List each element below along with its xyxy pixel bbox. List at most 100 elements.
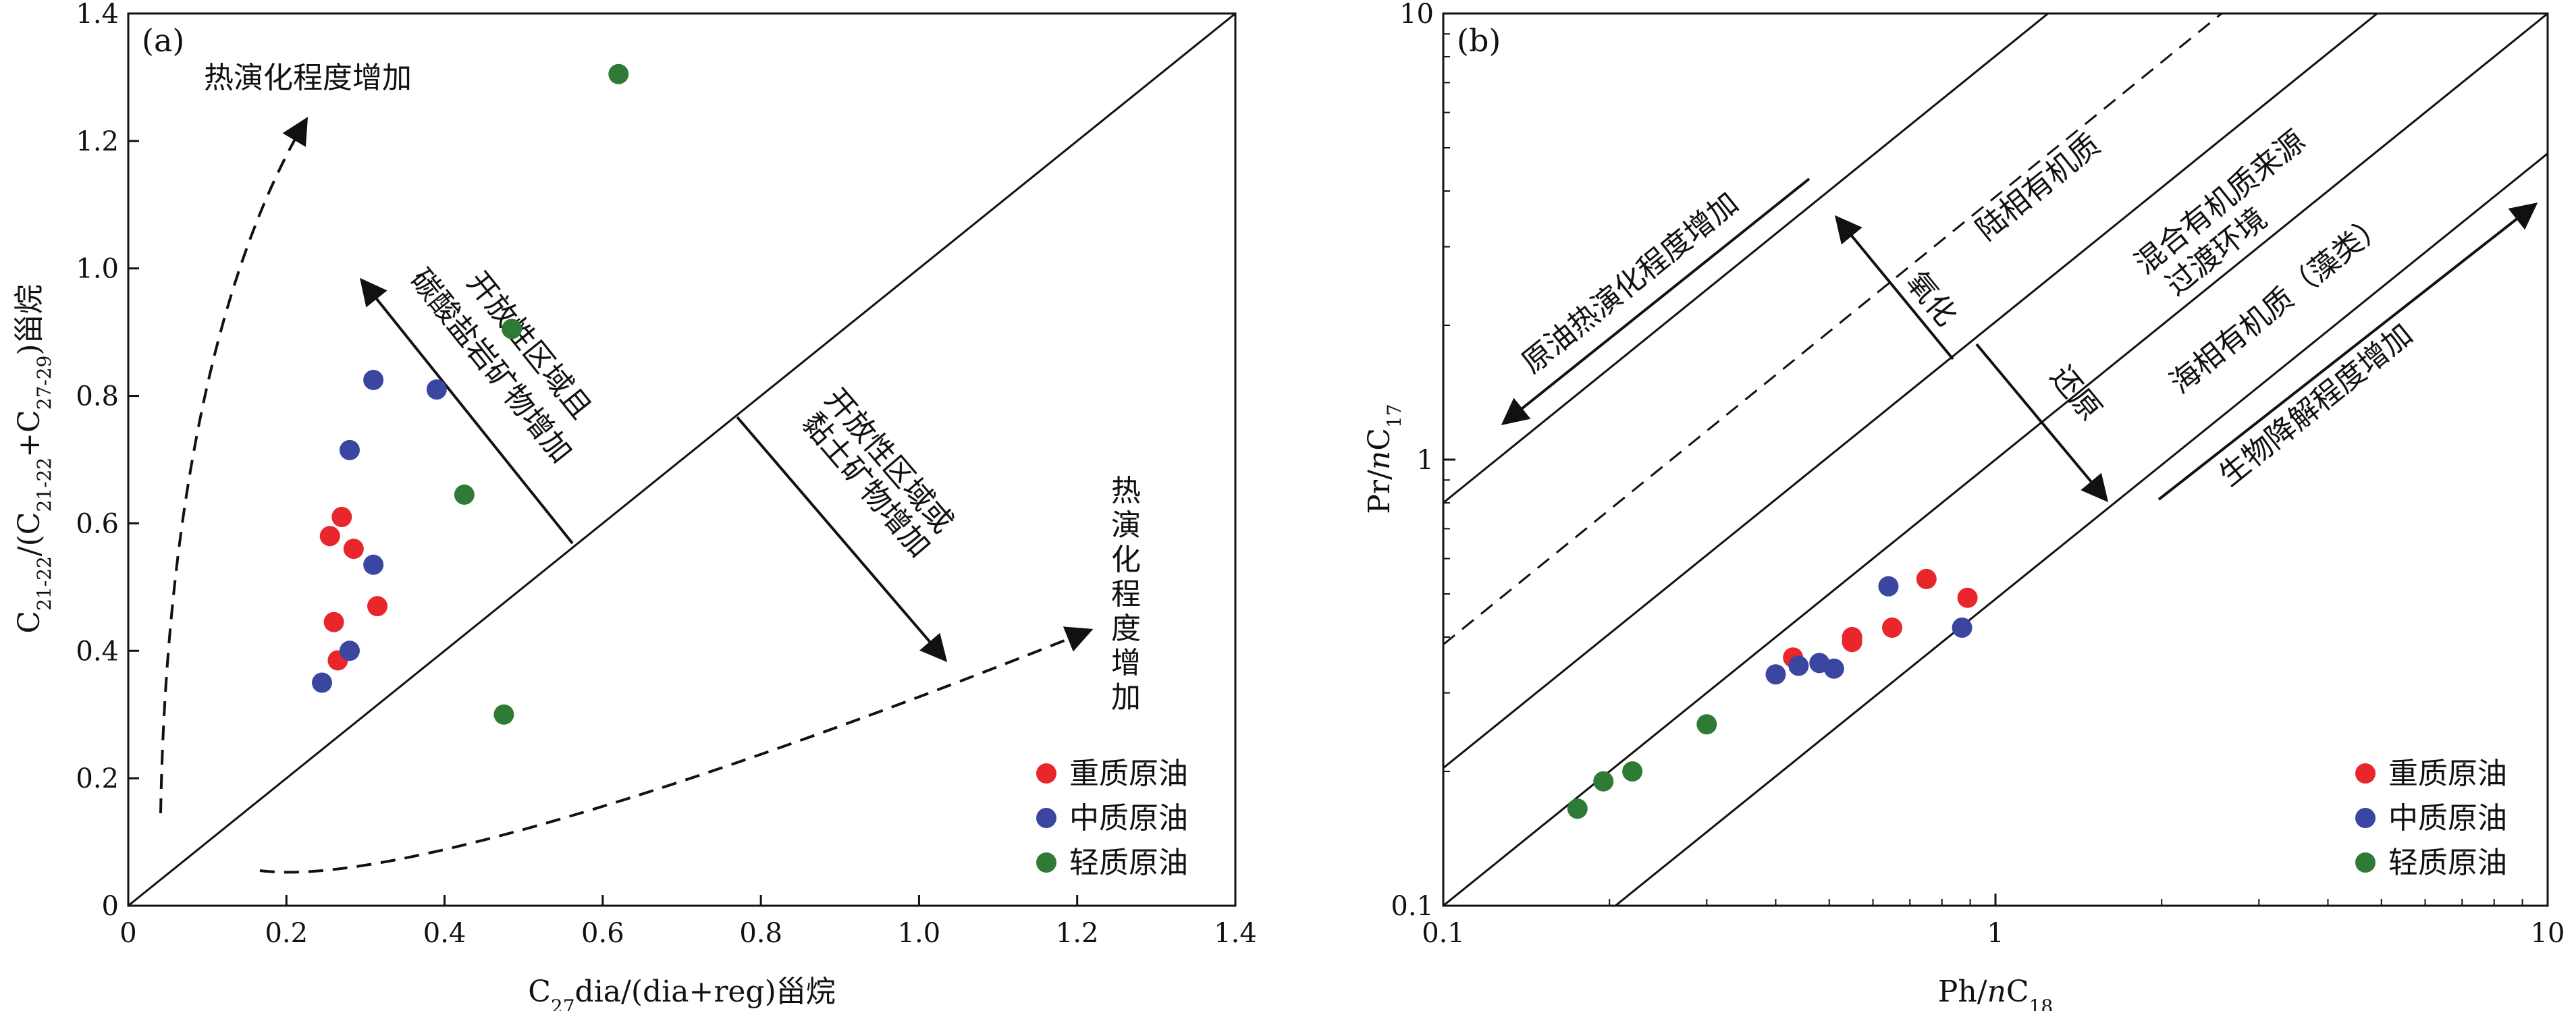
chart-a: 0 0.2 0.4 0.6 0.8 1.0 1.2 1.4 0 0.2 0.4 0.6 0.8 1.0 1.…	[12, 0, 1257, 1011]
legend-a: 重质原油 中质原油 轻质原油	[1036, 757, 1188, 880]
panel-label-a: (a)	[142, 22, 184, 59]
thermal-right-char: 度	[1111, 611, 1141, 646]
thermal-right-char: 热	[1111, 474, 1141, 508]
thermal-right-arrow	[259, 626, 1094, 874]
thermal-right-char: 化	[1111, 543, 1141, 577]
oxidation-arrow	[1834, 215, 1954, 360]
data-point-light-a	[502, 319, 522, 339]
x-tick-label-b: 1	[1987, 918, 2004, 949]
reduction-arrow	[1975, 343, 2109, 503]
data-point-medium-b	[1823, 658, 1844, 679]
y-axis-label-a: C21-22/(C21-22+C27-29)甾烷	[12, 284, 55, 633]
data-points-a	[312, 63, 629, 725]
data-point-heavy-a	[331, 506, 352, 527]
legend-b: 重质原油 中质原油 轻质原油	[2355, 757, 2507, 880]
reduction-label: 还原	[2044, 360, 2108, 427]
legend-label-light-b: 轻质原油	[2388, 846, 2507, 880]
carbonate-arrow	[359, 277, 574, 545]
boundary-line-terrestrial	[1443, 13, 2050, 504]
legend-marker-light-b	[2355, 852, 2376, 873]
legend-label-heavy-b: 重质原油	[2388, 757, 2507, 791]
data-point-light-a	[454, 484, 475, 505]
data-point-medium-b	[1952, 618, 1973, 638]
plot-frame-a	[127, 12, 1237, 907]
diagonal-1to1-a	[128, 12, 1236, 907]
thermal-right-char: 加	[1111, 680, 1141, 715]
data-point-medium-b	[1765, 664, 1786, 685]
biodegradation-arrow	[2157, 202, 2538, 501]
data-point-light-b	[1593, 771, 1614, 792]
data-point-medium-a	[340, 640, 360, 661]
y-tick-label-b: 10	[1399, 0, 1434, 30]
boundary-line-marine	[1443, 13, 2548, 906]
thermal-up-arrow	[159, 117, 308, 814]
x-tick-label-a: 1.4	[1214, 918, 1257, 949]
y-tick-label-a: 1.2	[76, 126, 119, 157]
data-point-heavy-a	[323, 611, 344, 632]
x-tick-label-b: 10	[2531, 918, 2565, 949]
data-point-heavy-b	[1881, 618, 1902, 638]
data-point-medium-a	[340, 439, 360, 460]
x-tick-label-a: 1.0	[898, 918, 941, 949]
data-point-heavy-b	[1916, 568, 1937, 589]
oxidation-label: 氧化	[1900, 265, 1964, 333]
data-point-light-a	[608, 63, 629, 84]
legend-label-heavy-a: 重质原油	[1069, 757, 1188, 791]
y-tick-label-a: 0	[102, 891, 119, 922]
thermal-right-char: 演	[1111, 508, 1141, 543]
data-point-light-b	[1567, 798, 1588, 819]
x-axis-label-a: C27dia/(dia+reg)甾烷	[528, 975, 836, 1011]
x-tick-label-a: 0.4	[423, 918, 466, 949]
legend-label-medium-b: 中质原油	[2388, 801, 2507, 836]
legend-marker-medium-a	[1036, 808, 1056, 828]
y-tick-label-a: 0.6	[76, 508, 119, 539]
data-point-medium-a	[363, 554, 384, 575]
thermal-right-char: 增	[1111, 646, 1141, 680]
x-tick-label-a: 0.8	[739, 918, 782, 949]
legend-marker-light-a	[1036, 852, 1056, 873]
axis-ticks-b: 0.1 1 10 0.1 1 10	[1391, 0, 2565, 949]
data-point-light-b	[1622, 761, 1643, 782]
y-tick-label-a: 0.4	[76, 636, 119, 667]
boundary-line-low	[1615, 152, 2548, 906]
thermal-right-char: 程	[1111, 577, 1141, 611]
data-point-heavy-a	[319, 526, 340, 547]
x-axis-label-b: Ph/nC18	[1938, 975, 2053, 1011]
thermal-right-label: 热演化程度增加	[1111, 474, 1141, 715]
data-point-medium-a	[426, 379, 447, 400]
thermal-up-label: 热演化程度增加	[204, 61, 412, 95]
y-tick-label-a: 0.2	[76, 763, 119, 794]
data-point-heavy-a	[367, 596, 387, 617]
legend-label-light-a: 轻质原油	[1069, 846, 1188, 880]
data-point-heavy-b	[1842, 632, 1862, 653]
x-tick-label-a: 0	[119, 918, 136, 949]
data-point-medium-a	[363, 369, 384, 390]
x-tick-label-b: 0.1	[1422, 918, 1465, 949]
legend-marker-heavy-b	[2355, 763, 2376, 784]
data-point-light-a	[493, 704, 514, 725]
y-tick-label-b: 0.1	[1391, 891, 1434, 922]
y-tick-label-a: 1.0	[76, 254, 119, 285]
data-point-medium-a	[312, 672, 332, 693]
terrestrial-label: 陆相有机质	[1970, 128, 2107, 248]
data-point-light-b	[1696, 714, 1717, 735]
clay-arrow	[736, 416, 948, 663]
crude-thermal-arrow	[1501, 177, 1810, 425]
x-tick-label-a: 0.6	[581, 918, 624, 949]
y-tick-label-a: 0.8	[76, 381, 119, 412]
legend-marker-heavy-a	[1036, 763, 1056, 784]
x-tick-label-a: 1.2	[1056, 918, 1099, 949]
axis-ticks-a: 0 0.2 0.4 0.6 0.8 1.0 1.2 1.4 0 0.2 0.4 0.6 0.8 1.0 1.…	[76, 0, 1256, 949]
data-point-heavy-a	[343, 539, 364, 559]
data-point-medium-b	[1878, 576, 1899, 597]
data-point-heavy-b	[1957, 587, 1978, 608]
data-point-medium-b	[1788, 655, 1809, 676]
y-tick-label-a: 1.4	[76, 0, 119, 30]
y-axis-label-b: Pr/nC17	[1362, 404, 1405, 514]
boundary-line-dashed	[1443, 13, 2224, 646]
panel-label-b: (b)	[1457, 22, 1501, 59]
y-tick-label-b: 1	[1417, 445, 1434, 476]
data-points-b	[1567, 568, 1978, 819]
legend-marker-medium-b	[2355, 808, 2376, 828]
